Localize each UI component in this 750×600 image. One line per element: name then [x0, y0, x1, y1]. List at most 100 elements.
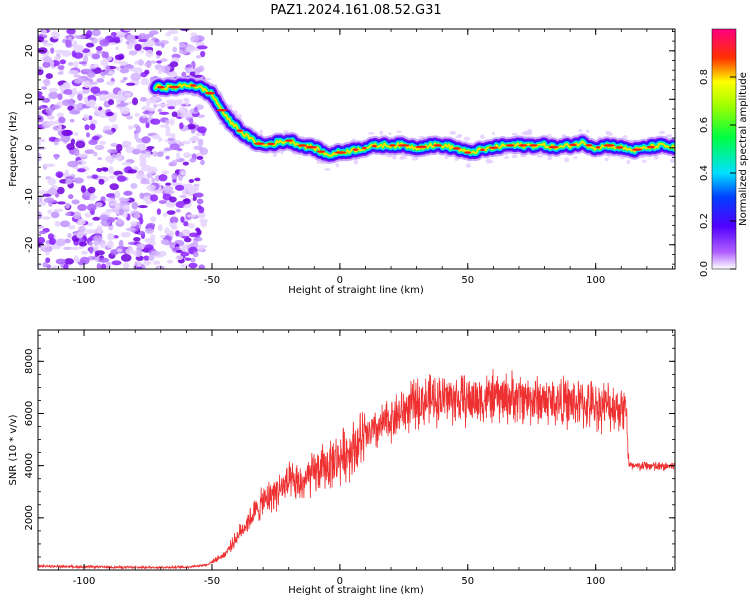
top-y-axis-label: Frequency (Hz)	[8, 111, 19, 187]
noise-dot	[118, 61, 128, 66]
noise-dot	[50, 104, 61, 110]
noise-dot	[178, 232, 184, 238]
noise-dot	[165, 182, 172, 186]
noise-dot	[183, 237, 192, 243]
noise-dot	[118, 239, 124, 248]
noise-dot	[77, 161, 83, 165]
noise-dot	[145, 122, 150, 129]
noise-dot	[123, 92, 132, 97]
noise-dot	[196, 156, 204, 160]
noise-dot	[107, 148, 118, 154]
noise-dot	[38, 190, 48, 195]
noise-dot	[143, 255, 150, 261]
noise-dot	[196, 198, 204, 205]
ridge-speck	[272, 152, 277, 158]
noise-dot	[111, 260, 122, 266]
noise-dot	[96, 78, 105, 83]
noise-dot	[197, 114, 205, 119]
noise-dot	[156, 103, 167, 107]
noise-dot	[192, 74, 203, 78]
noise-dot	[55, 258, 67, 265]
noise-dot	[157, 224, 163, 232]
ridge-speck	[259, 129, 263, 135]
ridge-peak	[488, 146, 499, 150]
noise-dot	[116, 175, 127, 182]
noise-dot	[126, 227, 136, 232]
noise-dot	[200, 50, 206, 58]
noise-dot	[166, 259, 173, 264]
ridge-peak	[189, 84, 197, 87]
noise-dot	[174, 184, 185, 191]
noise-dot	[156, 208, 161, 215]
noise-dot	[96, 167, 103, 173]
ridge-peak	[569, 143, 577, 147]
noise-dot	[123, 64, 135, 70]
noise-dot	[136, 261, 142, 268]
noise-dot	[88, 139, 98, 145]
noise-dot	[85, 132, 91, 138]
bottom-x-ticks: -100 -50 0 50 100	[58, 330, 673, 587]
noise-dot	[75, 91, 86, 96]
noise-dot	[73, 255, 79, 263]
noise-dot	[96, 50, 102, 54]
noise-dot	[67, 62, 74, 66]
ridge-speck	[527, 128, 532, 134]
y-tick-label: 20	[24, 44, 35, 57]
noise-dot	[48, 187, 57, 196]
noise-dot	[179, 122, 184, 130]
noise-dot	[193, 106, 198, 112]
y-tick-label: 10	[24, 93, 35, 106]
x-tick-label: 50	[461, 275, 474, 286]
noise-dot	[63, 89, 74, 95]
noise-dot	[73, 52, 84, 59]
noise-dot	[65, 39, 72, 48]
noise-dot	[166, 210, 176, 215]
noise-dot	[45, 73, 53, 79]
noise-dot	[69, 246, 80, 251]
noise-dot	[107, 99, 115, 106]
noise-dot	[59, 84, 65, 92]
noise-dot	[55, 238, 66, 247]
noise-dot	[57, 124, 62, 131]
noise-dot	[122, 29, 134, 32]
noise-dot	[38, 225, 44, 229]
ridge-speck	[578, 129, 583, 133]
noise-dot	[98, 257, 110, 263]
ridge-speck	[368, 132, 375, 135]
ridge-peak	[168, 85, 180, 89]
ridge-peak	[236, 129, 244, 132]
noise-dot	[107, 232, 115, 241]
noise-dot	[93, 239, 100, 246]
noise-dot	[150, 118, 161, 125]
ridge-speck	[641, 159, 647, 163]
noise-dot	[155, 50, 163, 56]
noise-dot	[173, 36, 179, 42]
figure-title: PAZ1.2024.161.08.52.G31	[270, 3, 441, 18]
noise-dot	[146, 184, 156, 191]
noise-dot	[181, 140, 192, 145]
noise-dot	[88, 246, 94, 254]
bottom-plot-frame	[37, 329, 676, 571]
noise-dot	[38, 236, 46, 244]
noise-dot	[73, 74, 81, 78]
noise-dot	[156, 60, 162, 64]
noise-dot	[109, 183, 119, 191]
noise-dot	[194, 177, 201, 182]
noise-dot	[169, 71, 178, 78]
noise-dot	[142, 46, 154, 51]
noise-dot	[50, 211, 60, 219]
noise-dot	[102, 167, 109, 172]
ridge-speck	[418, 135, 425, 139]
noise-dot	[122, 262, 130, 269]
noise-dot	[51, 31, 60, 40]
noise-dot	[73, 132, 79, 136]
noise-dot	[135, 125, 141, 134]
noise-dot	[116, 97, 122, 105]
noise-dot	[56, 201, 66, 205]
noise-dot	[126, 44, 133, 50]
noise-dot	[75, 140, 86, 149]
noise-dot	[57, 65, 65, 70]
noise-dot	[98, 178, 105, 185]
noise-dot	[111, 154, 117, 159]
x-tick-label: 50	[461, 576, 474, 587]
